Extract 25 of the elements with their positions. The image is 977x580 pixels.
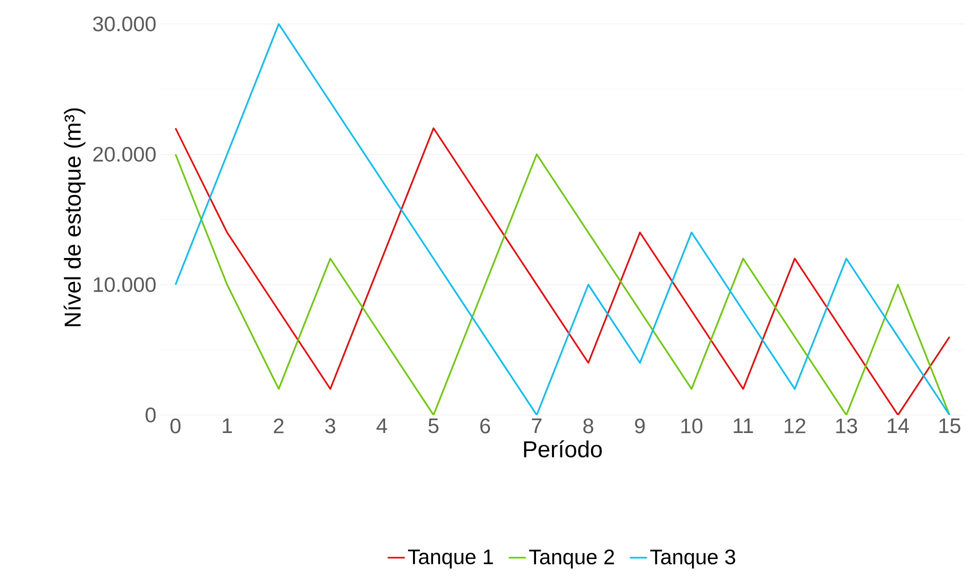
x-tick-label: 6 [480,418,490,434]
x-tick-label: 15 [939,418,960,434]
x-tick-label: 14 [888,418,909,433]
y-axis-title: Nível de estoque (m³) [64,108,86,326]
x-tick-label: 12 [784,418,806,434]
y-tick-label: 20.000 [93,146,156,162]
x-axis-title: Período [524,440,602,458]
x-tick-label: 0 [170,418,180,434]
x-tick-label: 9 [635,418,645,434]
x-tick-label: 13 [836,418,858,434]
x-tick-label: 5 [428,418,438,434]
y-tick-label: 0 [146,408,156,422]
x-tick-label: 3 [325,418,336,434]
x-tick-label: 1 [222,418,232,433]
y-tick-label: 30.000 [93,16,156,32]
x-tick-label: 8 [583,418,594,434]
x-tick-label: 11 [734,418,753,433]
legend-label: Tanque 3 [650,550,736,569]
legend-label: Tanque 1 [408,550,493,568]
x-tick-label: 2 [274,418,284,434]
legend-label: Tanque 2 [529,550,614,569]
x-tick-label: 10 [681,418,702,434]
x-tick-label: 7 [532,418,542,433]
y-tick-label: 10.000 [94,277,156,292]
x-tick-label: 4 [376,418,388,433]
